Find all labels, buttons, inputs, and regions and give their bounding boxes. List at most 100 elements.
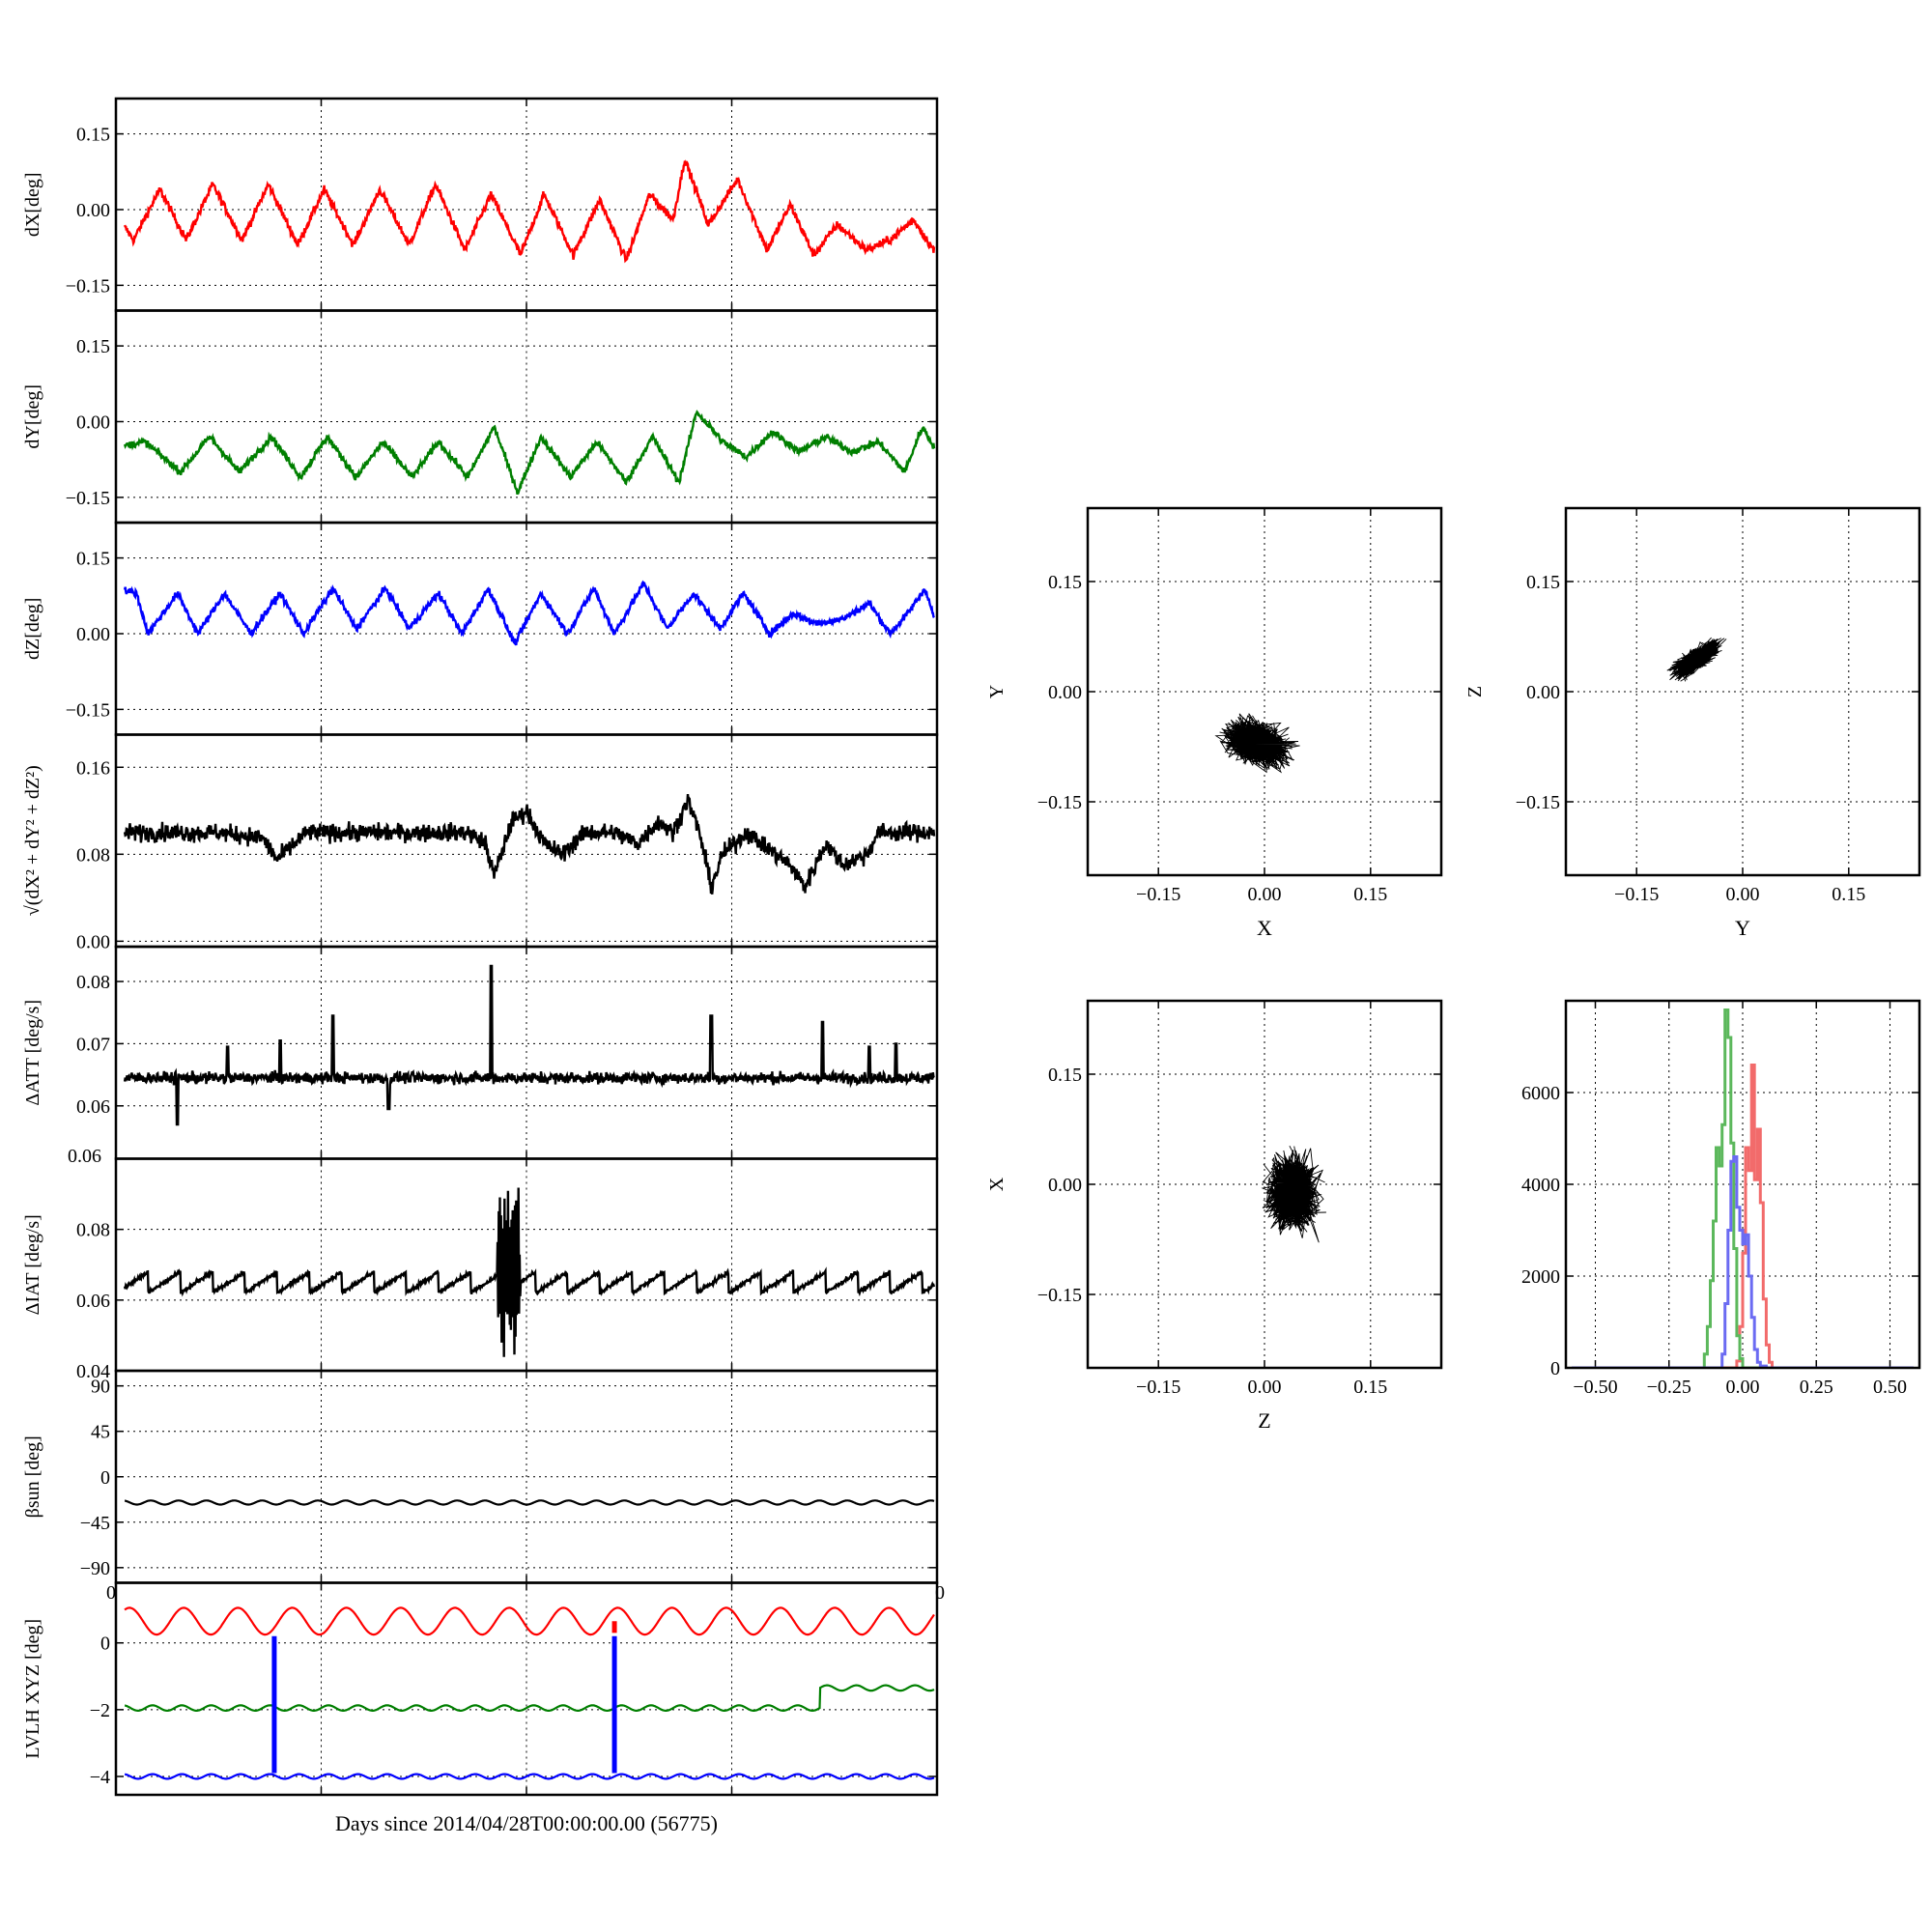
axes-xy: 0.15 0.00 −0.15 −0.15 0.00 0.15 X Y xyxy=(986,506,1443,940)
y-axis-label: ΔATT [deg/s] xyxy=(22,1000,43,1106)
y-tick-label: 0.08 xyxy=(76,972,110,993)
histogram-series-Z xyxy=(1572,1155,1914,1368)
y-tick-label: 0.06 xyxy=(76,1291,110,1312)
y-axis-label: X xyxy=(986,1177,1008,1191)
x-axis-title: Days since 2014/04/28T00:00:00.00 (56775… xyxy=(335,1811,718,1835)
y-tick-label: −0.15 xyxy=(66,488,110,509)
series-line-dx xyxy=(123,159,936,264)
y-tick-label: 0.16 xyxy=(76,757,110,779)
y-tick-label: −2 xyxy=(90,1700,110,1721)
x-tick-label: −0.15 xyxy=(1614,884,1659,905)
series-line-beta xyxy=(124,1499,935,1506)
axes-frame xyxy=(1564,506,1921,877)
axes-zx: 0.15 0.00 −0.15 −0.15 0.00 0.15 Z X xyxy=(986,999,1443,1433)
x-tick-label: 0.00 xyxy=(1248,1377,1282,1398)
y-tick-label: 0.15 xyxy=(1526,572,1560,593)
y-axis-label: dX[deg] xyxy=(22,172,43,237)
stray-tick-label: 0 xyxy=(106,1582,116,1604)
y-tick-label: 0 xyxy=(100,1467,110,1489)
y-tick-label: 0.15 xyxy=(76,549,110,570)
y-axis-label: Z xyxy=(1464,686,1486,697)
y-tick-label: −0.15 xyxy=(1037,792,1082,813)
scatter-trace xyxy=(1214,713,1300,774)
axes-dy: 0.15 0.00 −0.15 dY[deg] xyxy=(22,309,939,525)
x-tick-label: 0.50 xyxy=(1873,1377,1907,1398)
x-tick-label: 0.15 xyxy=(1353,1377,1387,1398)
y-tick-label: 4000 xyxy=(1521,1175,1560,1196)
y-tick-label: 2000 xyxy=(1521,1266,1560,1288)
y-tick-label: −4 xyxy=(90,1767,110,1788)
y-tick-label: −0.15 xyxy=(66,275,110,297)
y-tick-label: −0.15 xyxy=(66,699,110,721)
axes-dx: 0.15 0.00 −0.15 dX[deg] xyxy=(22,97,939,312)
axes-frame xyxy=(1564,999,1921,1370)
series-line-diat xyxy=(123,1187,936,1357)
y-axis-label: dZ[deg] xyxy=(22,598,43,660)
axes-frame xyxy=(1086,999,1443,1370)
series-line-Z xyxy=(124,1773,935,1780)
y-tick-label: −0.15 xyxy=(1516,792,1560,813)
y-tick-label: 6000 xyxy=(1521,1083,1560,1104)
series-line-X xyxy=(124,1606,935,1636)
y-tick-label: 45 xyxy=(91,1422,110,1443)
y-tick-label: 0.00 xyxy=(76,412,110,433)
series-line-datt xyxy=(123,964,935,1126)
scatter-trace xyxy=(1666,637,1727,682)
x-tick-label: 0.15 xyxy=(1832,884,1865,905)
axes-dz: 0.15 0.00 −0.15 dZ[deg] xyxy=(22,521,939,736)
y-tick-label: 0.00 xyxy=(1048,1175,1082,1196)
plot-area: 0.15 0.00 −0.15 dX[deg] 0.15 0.00 −0.15 dY[deg]… xyxy=(22,97,1921,1797)
x-axis-label: Y xyxy=(1735,916,1750,940)
y-axis-label: Y xyxy=(986,685,1008,698)
x-axis-label: X xyxy=(1257,916,1272,940)
x-tick-label: 0.25 xyxy=(1800,1377,1833,1398)
x-tick-label: 0.15 xyxy=(1353,884,1387,905)
y-tick-label: 0.15 xyxy=(76,336,110,357)
y-axis-label: √(dX² + dY² + dZ²) xyxy=(22,765,43,916)
y-axis-label: βsun [deg] xyxy=(22,1435,43,1518)
axes-beta: 90 45 0 −45 −90 βsun [deg] xyxy=(22,1369,939,1584)
axes-frame xyxy=(1086,506,1443,877)
axes-norm: 0.16 0.08 0.00 √(dX² + dY² + dZ²) xyxy=(22,733,939,952)
series-line-norm xyxy=(123,793,936,895)
y-tick-label: 0.00 xyxy=(76,931,110,952)
y-tick-label: 0 xyxy=(100,1634,110,1655)
y-tick-label: 0.00 xyxy=(1048,682,1082,703)
axes-datt: 0.08 0.07 0.06 ΔATT [deg/s] xyxy=(22,945,939,1160)
axes-yz: 0.15 0.00 −0.15 −0.15 0.00 0.15 Y Z xyxy=(1464,506,1921,940)
y-tick-label: 0.06 xyxy=(76,1096,110,1118)
y-tick-label: 0.00 xyxy=(76,624,110,645)
series-line-dy xyxy=(123,410,936,496)
y-tick-label: 0.15 xyxy=(1048,1065,1082,1086)
x-tick-label: 0.00 xyxy=(1726,1377,1760,1398)
axes-diat: 0.08 0.06 0.04 ΔIAT [deg/s] xyxy=(22,1157,939,1382)
y-tick-label: 0.15 xyxy=(1048,572,1082,593)
x-tick-label: 0.00 xyxy=(1726,884,1760,905)
y-tick-label: 0.00 xyxy=(1526,682,1560,703)
x-tick-label: −0.50 xyxy=(1573,1377,1617,1398)
scatter-trace xyxy=(1261,1145,1326,1243)
x-tick-label: −0.15 xyxy=(1136,1377,1180,1398)
axes-frame xyxy=(114,1581,939,1797)
x-tick-label: 0.00 xyxy=(1248,884,1282,905)
y-tick-label: 0.08 xyxy=(76,1220,110,1241)
y-axis-label: LVLH XYZ [deg] xyxy=(22,1619,43,1759)
y-tick-label: 0.00 xyxy=(76,200,110,221)
y-axis-label: ΔIAT [deg/s] xyxy=(22,1214,43,1315)
y-tick-label: −45 xyxy=(80,1513,110,1534)
series-line-Y xyxy=(124,1684,935,1712)
x-axis-label: Z xyxy=(1258,1408,1270,1433)
axes-hist: 6000 4000 2000 0 −0.50 −0.25 0.00 0.25 0.50 xyxy=(1521,999,1921,1398)
y-tick-label: 0.15 xyxy=(76,125,110,146)
axes-lvlh: 0 −2 −4 LVLH XYZ [deg] xyxy=(22,1581,939,1797)
y-tick-label: 0.08 xyxy=(76,844,110,866)
series-line-dz xyxy=(123,580,935,646)
histogram-series-Y xyxy=(1572,1009,1914,1368)
x-tick-label: −0.25 xyxy=(1647,1377,1691,1398)
y-tick-label: 90 xyxy=(91,1377,110,1398)
y-tick-label: −0.15 xyxy=(1037,1285,1082,1306)
y-tick-label: 0.04 xyxy=(76,1361,110,1382)
y-tick-label: −90 xyxy=(80,1558,110,1579)
x-tick-label: −0.15 xyxy=(1136,884,1180,905)
